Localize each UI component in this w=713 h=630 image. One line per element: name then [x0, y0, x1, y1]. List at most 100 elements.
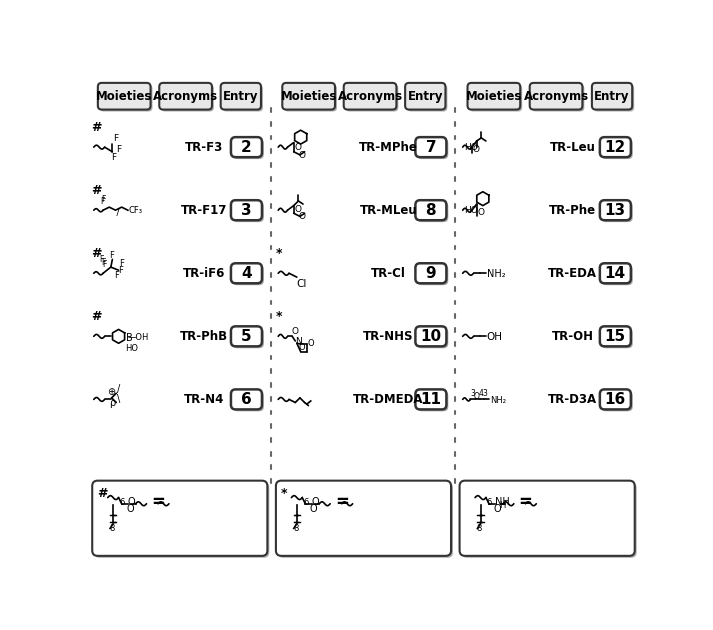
FancyBboxPatch shape: [417, 202, 448, 222]
FancyBboxPatch shape: [222, 85, 263, 112]
FancyBboxPatch shape: [532, 85, 585, 112]
Text: 6: 6: [241, 392, 252, 407]
Text: ρ: ρ: [109, 398, 116, 408]
Text: #: #: [91, 184, 102, 197]
Text: O: O: [308, 338, 314, 348]
FancyBboxPatch shape: [344, 83, 396, 110]
Text: #: #: [97, 487, 108, 500]
Text: F: F: [118, 266, 123, 275]
Text: =: =: [518, 493, 533, 511]
Text: TR-Phe: TR-Phe: [549, 203, 596, 217]
Text: TR-MLeu: TR-MLeu: [359, 203, 417, 217]
FancyBboxPatch shape: [602, 265, 633, 285]
Text: O: O: [298, 212, 305, 222]
Text: TR-D3A: TR-D3A: [548, 393, 597, 406]
Text: ⊕: ⊕: [107, 387, 115, 397]
Text: 13: 13: [605, 203, 626, 218]
FancyBboxPatch shape: [417, 328, 448, 348]
FancyBboxPatch shape: [592, 83, 632, 110]
FancyBboxPatch shape: [594, 85, 634, 112]
Text: 10: 10: [421, 329, 441, 344]
Text: O: O: [128, 496, 135, 507]
Text: 5: 5: [241, 329, 252, 344]
FancyBboxPatch shape: [278, 483, 453, 558]
Text: 7: 7: [426, 140, 436, 154]
Text: TR-DMEDA: TR-DMEDA: [353, 393, 424, 406]
Text: 12: 12: [605, 140, 626, 154]
Text: 3: 3: [471, 389, 476, 398]
FancyBboxPatch shape: [282, 83, 335, 110]
Text: NH₂: NH₂: [487, 269, 506, 279]
Text: F: F: [114, 271, 119, 280]
FancyBboxPatch shape: [600, 200, 631, 220]
Text: 15: 15: [605, 329, 626, 344]
Text: —OH: —OH: [127, 333, 148, 342]
Text: O: O: [312, 496, 319, 507]
Text: 6: 6: [487, 498, 492, 507]
FancyBboxPatch shape: [346, 85, 399, 112]
Text: TR-Leu: TR-Leu: [550, 140, 595, 154]
Text: HO: HO: [464, 206, 478, 215]
Text: O: O: [292, 327, 299, 336]
FancyBboxPatch shape: [98, 83, 150, 110]
FancyBboxPatch shape: [231, 137, 262, 157]
FancyBboxPatch shape: [161, 85, 214, 112]
FancyBboxPatch shape: [416, 389, 446, 410]
Text: *: *: [276, 247, 282, 260]
Text: TR-OH: TR-OH: [552, 330, 594, 343]
Text: 8: 8: [476, 524, 482, 533]
Text: #: #: [91, 121, 102, 134]
Text: TR-iF6: TR-iF6: [183, 266, 225, 280]
FancyBboxPatch shape: [92, 481, 267, 556]
FancyBboxPatch shape: [602, 328, 633, 348]
FancyBboxPatch shape: [231, 389, 262, 410]
FancyBboxPatch shape: [460, 481, 635, 556]
Text: F: F: [119, 258, 124, 268]
Text: O: O: [294, 143, 302, 152]
Text: B: B: [125, 333, 133, 343]
Text: HO: HO: [125, 344, 138, 353]
FancyBboxPatch shape: [231, 263, 262, 284]
Text: 14: 14: [605, 266, 626, 281]
Text: /: /: [117, 384, 120, 394]
FancyBboxPatch shape: [468, 83, 520, 110]
Text: Moieties: Moieties: [96, 89, 153, 103]
Text: =: =: [335, 493, 349, 511]
Text: Cl: Cl: [297, 280, 307, 289]
Text: H: H: [499, 501, 506, 510]
Text: F: F: [101, 195, 106, 203]
Text: F: F: [113, 134, 118, 143]
Text: 6: 6: [303, 498, 309, 507]
FancyBboxPatch shape: [233, 202, 264, 222]
Text: Entry: Entry: [408, 89, 443, 103]
Text: F: F: [109, 251, 114, 260]
Text: O: O: [473, 145, 480, 154]
Text: 8: 8: [109, 524, 115, 533]
Text: Acronyms: Acronyms: [523, 89, 589, 103]
Text: F: F: [101, 258, 105, 267]
FancyBboxPatch shape: [231, 326, 262, 347]
Text: Entry: Entry: [223, 89, 259, 103]
Text: O: O: [126, 504, 134, 513]
Text: TR-Cl: TR-Cl: [371, 266, 406, 280]
Text: O: O: [298, 151, 305, 160]
Text: 8: 8: [293, 524, 298, 533]
FancyBboxPatch shape: [461, 483, 637, 558]
Text: O: O: [298, 343, 305, 352]
FancyBboxPatch shape: [405, 83, 446, 110]
FancyBboxPatch shape: [602, 139, 633, 159]
Text: 7: 7: [114, 209, 119, 217]
FancyBboxPatch shape: [417, 139, 448, 159]
Text: OH: OH: [487, 332, 503, 342]
FancyBboxPatch shape: [600, 389, 631, 410]
Text: O: O: [478, 208, 484, 217]
Text: 11: 11: [421, 392, 441, 407]
Text: NH₂: NH₂: [490, 396, 506, 404]
Text: TR-EDA: TR-EDA: [548, 266, 597, 280]
FancyBboxPatch shape: [233, 391, 264, 411]
Text: 16: 16: [605, 392, 626, 407]
Text: O: O: [310, 504, 317, 513]
Text: 2: 2: [241, 140, 252, 154]
Text: CF₃: CF₃: [128, 206, 143, 215]
FancyBboxPatch shape: [233, 328, 264, 348]
